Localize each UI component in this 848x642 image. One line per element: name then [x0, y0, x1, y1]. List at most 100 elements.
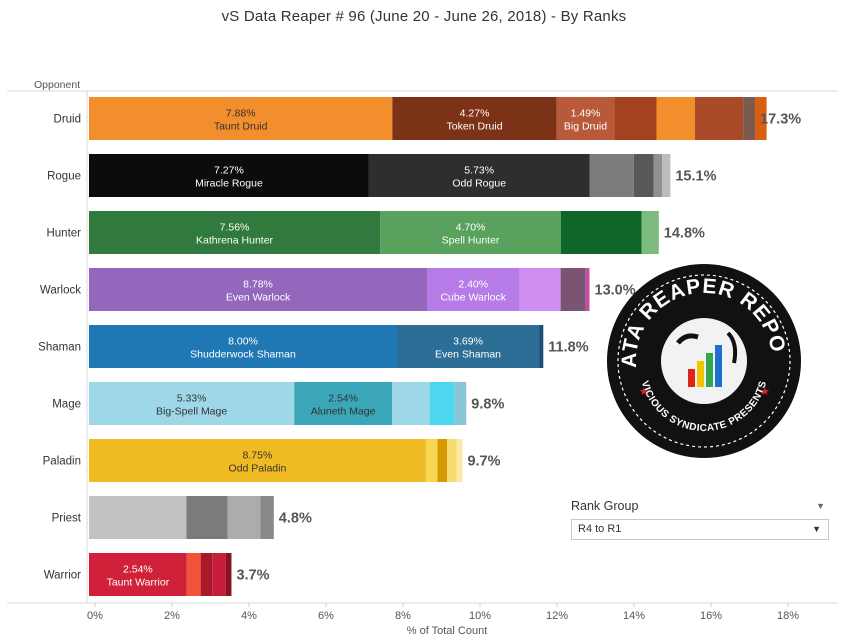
total-label-rogue: 15.1% — [675, 169, 716, 185]
total-label-druid: 17.3% — [760, 112, 801, 128]
x-tick-label: 18% — [777, 610, 799, 622]
segment-value-label: 1.49% — [571, 108, 601, 120]
segment-value-label: 2.40% — [458, 279, 488, 291]
x-tick-label: 10% — [469, 610, 491, 622]
rank-group-value: R4 to R1 — [578, 523, 622, 535]
bar-segment-druid-5[interactable] — [694, 97, 744, 140]
logo-bar-yellow — [697, 361, 704, 387]
bar-segment-warlock-3[interactable] — [560, 268, 586, 311]
bar-segment-mage-1[interactable] — [294, 382, 392, 425]
segment-value-label: 8.78% — [243, 279, 273, 291]
bar-segment-mage-0[interactable] — [89, 382, 295, 425]
bar-segment-rogue-5[interactable] — [662, 154, 671, 197]
category-label-warlock: Warlock — [40, 285, 81, 297]
bar-segment-warlock-2[interactable] — [519, 268, 561, 311]
category-label-hunter: Hunter — [46, 228, 81, 240]
segment-name-label: Cube Warlock — [440, 292, 506, 304]
category-label-paladin: Paladin — [43, 456, 81, 468]
segment-name-label: Token Druid — [447, 121, 503, 133]
bar-segment-druid-7[interactable] — [755, 97, 767, 140]
x-axis-title: % of Total Count — [407, 625, 488, 637]
bar-segment-rogue-1[interactable] — [368, 154, 590, 197]
bar-segment-rogue-0[interactable] — [89, 154, 369, 197]
bar-segment-paladin-3[interactable] — [447, 439, 457, 482]
bar-segment-druid-6[interactable] — [743, 97, 756, 140]
bar-segment-shaman-1[interactable] — [397, 325, 540, 368]
rank-group-label: Rank Group — [571, 499, 639, 513]
bar-segment-shaman-2[interactable] — [539, 325, 544, 368]
category-label-rogue: Rogue — [47, 171, 81, 183]
bar-segment-hunter-3[interactable] — [641, 211, 659, 254]
bar-segment-hunter-0[interactable] — [89, 211, 381, 254]
segment-value-label: 4.70% — [456, 222, 486, 234]
logo-star-left: ★ — [639, 386, 649, 398]
segment-name-label: Taunt Warrior — [107, 577, 170, 589]
bar-segment-hunter-2[interactable] — [561, 211, 642, 254]
logo-bar-red — [688, 369, 695, 387]
bar-segment-paladin-2[interactable] — [437, 439, 448, 482]
segment-name-label: Spell Hunter — [442, 235, 500, 247]
bar-segment-warlock-1[interactable] — [427, 268, 520, 311]
bar-segment-rogue-3[interactable] — [633, 154, 654, 197]
segment-value-label: 4.27% — [460, 108, 490, 120]
bar-segment-warrior-0[interactable] — [89, 553, 187, 596]
bar-segment-rogue-2[interactable] — [589, 154, 634, 197]
segment-name-label: Shudderwock Shaman — [190, 349, 296, 361]
bar-segment-paladin-1[interactable] — [425, 439, 438, 482]
bar-segment-warrior-2[interactable] — [200, 553, 213, 596]
bar-segment-paladin-0[interactable] — [89, 439, 426, 482]
bar-segment-druid-4[interactable] — [656, 97, 695, 140]
bar-segment-warrior-1[interactable] — [186, 553, 201, 596]
bar-segment-rogue-4[interactable] — [653, 154, 663, 197]
bar-segment-warrior-3[interactable] — [212, 553, 226, 596]
bar-segment-druid-0[interactable] — [89, 97, 393, 140]
x-tick-label: 2% — [164, 610, 180, 622]
bar-segment-priest-0[interactable] — [89, 496, 187, 539]
row-header: Opponent — [34, 79, 80, 91]
category-label-shaman: Shaman — [38, 342, 81, 354]
data-reaper-report-logo: DATA REAPER REPORT VICIOUS SYNDICATE PRE… — [606, 263, 801, 458]
total-label-warlock: 13.0% — [595, 283, 636, 299]
segment-name-label: Big Druid — [564, 121, 607, 133]
total-label-mage: 9.8% — [471, 397, 504, 413]
total-label-paladin: 9.7% — [467, 454, 500, 470]
total-label-shaman: 11.8% — [548, 340, 588, 356]
bar-segment-warlock-4[interactable] — [585, 268, 590, 311]
total-label-hunter: 14.8% — [664, 226, 705, 242]
segment-name-label: Odd Paladin — [229, 463, 287, 475]
bar-segment-mage-3[interactable] — [429, 382, 455, 425]
bar-segment-shaman-0[interactable] — [89, 325, 397, 368]
x-axis: 0% 2% 4% 6% 8% 10% 12% 14% 16% 18% — [87, 603, 799, 622]
bar-segment-priest-2[interactable] — [227, 496, 261, 539]
bar-segment-mage-2[interactable] — [391, 382, 430, 425]
segment-value-label: 2.54% — [328, 393, 358, 405]
bar-segment-priest-1[interactable] — [186, 496, 228, 539]
segment-name-label: Even Warlock — [226, 292, 291, 304]
bar-segment-mage-4[interactable] — [454, 382, 467, 425]
segment-value-label: 7.27% — [214, 165, 244, 177]
x-tick-label: 6% — [318, 610, 334, 622]
x-tick-label: 16% — [700, 610, 722, 622]
bar-segment-druid-3[interactable] — [614, 97, 657, 140]
segment-value-label: 5.33% — [177, 393, 207, 405]
bar-segment-priest-3[interactable] — [260, 496, 274, 539]
filter-menu-caret-icon[interactable]: ▼ — [816, 501, 825, 511]
segment-name-label: Odd Rogue — [452, 178, 506, 190]
segment-name-label: Even Shaman — [435, 349, 501, 361]
bar-segment-hunter-1[interactable] — [380, 211, 562, 254]
bar-segment-druid-2[interactable] — [556, 97, 615, 140]
logo-star-right: ★ — [760, 386, 770, 398]
bar-segment-warrior-4[interactable] — [225, 553, 232, 596]
segment-name-label: Taunt Druid — [214, 121, 268, 133]
segment-value-label: 8.75% — [243, 450, 273, 462]
rank-group-select[interactable]: R4 to R1 ▼ — [571, 519, 829, 540]
segment-value-label: 2.54% — [123, 564, 153, 576]
bar-segment-warlock-0[interactable] — [89, 268, 428, 311]
segment-name-label: Miracle Rogue — [195, 178, 263, 190]
segment-name-label: Big-Spell Mage — [156, 406, 227, 418]
segment-value-label: 7.56% — [220, 222, 250, 234]
bar-segment-druid-1[interactable] — [392, 97, 557, 140]
segment-value-label: 3.69% — [453, 336, 483, 348]
bar-segment-paladin-4[interactable] — [456, 439, 463, 482]
chart-title: vS Data Reaper # 96 (June 20 - June 26, … — [221, 8, 627, 25]
